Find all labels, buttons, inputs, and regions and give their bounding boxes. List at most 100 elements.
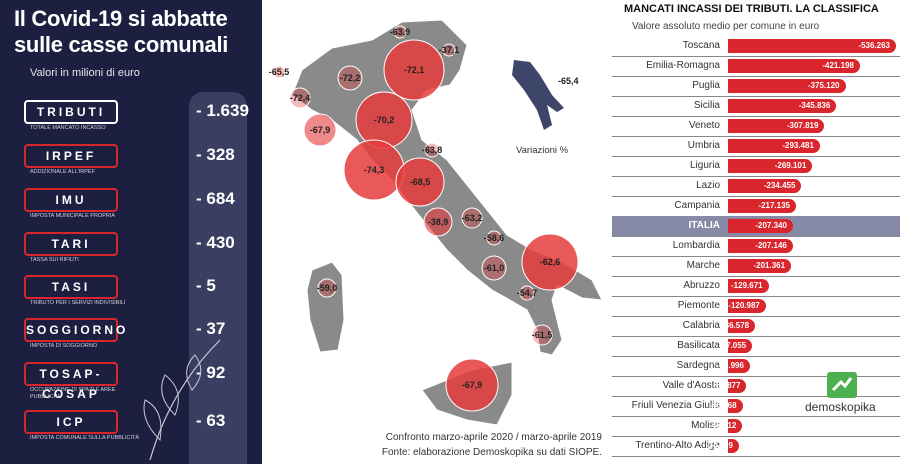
- bar-value-label: -293.481: [782, 141, 814, 150]
- bar-category-label: Campania: [674, 200, 720, 211]
- page-title: Il Covid-19 si abbatte sulle casse comun…: [14, 6, 228, 58]
- title-line-1: Il Covid-19 si abbatte: [14, 6, 228, 31]
- bar-category-label: Veneto: [688, 120, 720, 131]
- bar-category-label: Umbria: [687, 140, 720, 151]
- bar-row: Piemonte -120.987: [612, 296, 900, 317]
- tax-row: TOSAP-COSAP OCCUPAZIONE DI SPAZI E AREE P…: [0, 362, 262, 402]
- values-column: [189, 92, 247, 464]
- ranking-panel: MANCATI INCASSI DEI TRIBUTI. LA CLASSIFI…: [612, 0, 900, 464]
- tax-label-pill: TARI: [24, 232, 118, 256]
- bar-category-label: Trentino-Alto Adige: [635, 440, 720, 451]
- bar: -201.361: [728, 259, 792, 273]
- bar-value-label: -421.198: [822, 61, 854, 70]
- region-bubble-label: -72,2: [340, 73, 361, 83]
- units-subtitle: Valori in milioni di euro: [30, 67, 140, 79]
- region-bubble: [531, 324, 553, 346]
- bar-row: Toscana -536.263: [612, 36, 900, 57]
- region-bubble-label: -37,1: [439, 45, 460, 55]
- tax-row: TASI TRIBUTO PER I SERVIZI INDIVISIBILI - …: [0, 275, 262, 315]
- region-bubble: [393, 25, 407, 39]
- bar-value-label: -69.996: [716, 361, 744, 370]
- tax-value: - 37: [196, 319, 226, 338]
- tax-value: - 63: [196, 411, 226, 430]
- italy-map-section: -63,9 -37,1 -65,5 -72,2 -72,1 -72,4 -67,9 -70,2…: [262, 0, 610, 464]
- bar-value-label: -46.568: [709, 401, 737, 410]
- region-bubble-label: -67,9: [310, 125, 331, 135]
- tax-description: IMPOSTA COMUNALE SULLA PUBBLICITÀ: [30, 435, 140, 441]
- italy-map: -63,9 -37,1 -65,5 -72,2 -72,1 -72,4 -67,9 -70,2…: [269, 19, 603, 426]
- bar-value-label: -129.671: [731, 281, 763, 290]
- bar: -69.996: [717, 359, 750, 373]
- bar-category-label: Lazio: [696, 180, 720, 191]
- region-bubble: [461, 207, 483, 229]
- bar-value-label: -345.836: [798, 101, 831, 110]
- bar-category-label: Friuli Venezia Giulia: [631, 400, 720, 411]
- bar-row: ITALIA -207.340: [612, 216, 900, 237]
- bar: -421.198: [728, 59, 860, 73]
- bar-category-label: Emilia-Romagna: [646, 60, 720, 71]
- bar-row: Marche -201.361: [612, 256, 900, 277]
- region-bubble: [395, 157, 445, 207]
- bar: -375.120: [728, 79, 846, 93]
- tax-description: OCCUPAZIONE DI SPAZI E AREE PUBBLICHE: [30, 387, 116, 400]
- bar-row: Calabria -86.578: [612, 316, 900, 337]
- bar-row: Lazio -234.455: [612, 176, 900, 197]
- region-bubble-label: -65,5: [269, 67, 290, 77]
- tax-label-pill: IRPEF: [24, 144, 118, 168]
- tax-label-pill: TASI: [24, 275, 118, 299]
- region-bubble: [424, 142, 440, 158]
- bar-value-label: -77.055: [718, 341, 747, 350]
- bar-value-label: -207.146: [755, 241, 787, 250]
- region-bubble: [272, 65, 286, 79]
- bar-row: Emilia-Romagna -421.198: [612, 56, 900, 77]
- region-bubble: [519, 285, 535, 301]
- bar-value-label: -536.263: [858, 41, 890, 50]
- region-bubble: [337, 65, 363, 91]
- bar-row: Umbria -293.481: [612, 136, 900, 157]
- bar: -234.455: [728, 179, 802, 193]
- brand-logo-icon: [827, 372, 857, 398]
- inset-value: -65,4: [558, 76, 579, 86]
- bar-category-label: Abruzzo: [683, 280, 720, 291]
- bar-row: Friuli Venezia Giulia -46.568: [612, 396, 900, 417]
- bar-category-label: Sardegna: [676, 360, 720, 371]
- footer-comparison: Confronto marzo-aprile 2020 / marzo-apri…: [385, 432, 602, 443]
- bar-row: Veneto -307.819: [612, 116, 900, 137]
- brand-logo: demoskopika: [805, 372, 885, 422]
- bar: -307.819: [728, 119, 825, 133]
- tax-value: - 5: [196, 276, 216, 295]
- bar-category-label: Toscana: [682, 40, 720, 51]
- region-bubble-label: -61,5: [532, 330, 553, 340]
- chart-title: MANCATI INCASSI DEI TRIBUTI. LA CLASSIFI…: [624, 3, 879, 15]
- bar: -217.135: [728, 199, 797, 213]
- bar-value-label: -120.987: [728, 301, 760, 310]
- region-bubble-label: -74,3: [364, 165, 385, 175]
- bar-category-label: Valle d'Aosta: [662, 380, 720, 391]
- chart-subtitle: Valore assoluto medio per comune in euro: [632, 21, 820, 32]
- bar-row: Liguria -269.101: [612, 156, 900, 177]
- region-bubble: [442, 43, 456, 57]
- bar-value-label: -58.877: [713, 381, 741, 390]
- tax-description: TASSA SUI RIFIUTI: [30, 257, 79, 263]
- region-bubble: [423, 207, 453, 237]
- bar-category-label: Molise: [691, 420, 720, 431]
- tax-label-pill: IMU: [24, 188, 118, 212]
- bubble-layer: -63,9 -37,1 -65,5 -72,2 -72,1 -72,4 -67,9 -70,2…: [269, 25, 579, 412]
- bar-category-label: Marche: [686, 260, 720, 271]
- bar-value-label: -269.101: [774, 161, 807, 170]
- tax-row: IMU IMPOSTA MUNICIPALE PROPRIA - 684: [0, 188, 262, 228]
- bar-row: Valle d'Aosta -58.877: [612, 376, 900, 397]
- region-bubble-label: -54,7: [517, 288, 538, 298]
- bar-row: Puglia -375.120: [612, 76, 900, 97]
- bar: -46.568: [709, 399, 743, 413]
- region-bubble: [445, 358, 499, 412]
- bar-row: Abruzzo -129.671: [612, 276, 900, 297]
- region-bubble-label: -63,2: [462, 213, 483, 223]
- region-bubble: [383, 39, 445, 101]
- bar: -536.263: [728, 39, 896, 53]
- bar-row: Sardegna -69.996: [612, 356, 900, 377]
- tax-label-pill: ICP: [24, 410, 118, 434]
- left-panel: Il Covid-19 si abbatte sulle casse comun…: [0, 0, 262, 464]
- tax-description: TRIBUTO PER I SERVIZI INDIVISIBILI: [30, 300, 126, 306]
- tax-row: TARI TASSA SUI RIFIUTI - 430: [0, 232, 262, 272]
